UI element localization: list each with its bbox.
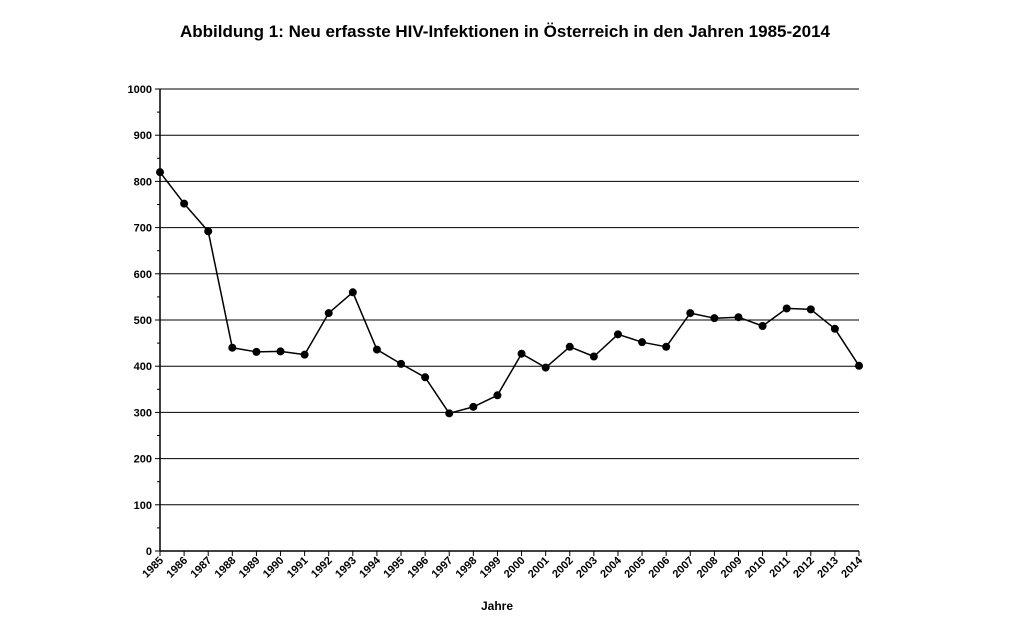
y-tick-label-200: 200 [134, 454, 152, 466]
series-layer [156, 168, 863, 418]
data-point-2002 [565, 342, 574, 351]
data-point-1999 [493, 391, 502, 400]
gridlines [160, 88, 859, 506]
y-tick-label-600: 600 [134, 269, 152, 281]
y-tick-label-0: 0 [146, 546, 152, 558]
x-tick-label-1993: 1993 [333, 555, 359, 581]
x-tick-label-2003: 2003 [574, 555, 600, 581]
data-point-2008 [710, 314, 719, 323]
x-tick-label-1987: 1987 [189, 555, 215, 581]
y-axis-ticks: 0 100 200 300 400 500 600 700 800 900 1000 [128, 84, 160, 558]
data-point-1994 [372, 345, 381, 354]
x-tick-label-2004: 2004 [598, 554, 624, 580]
x-tick-label-1998: 1998 [454, 555, 480, 581]
chart-title: Abbildung 1: Neu erfasste HIV-Infektione… [180, 22, 830, 41]
data-point-1988 [228, 343, 237, 352]
x-tick-label-2010: 2010 [743, 555, 769, 581]
x-tick-label-2012: 2012 [791, 555, 817, 581]
x-axis-ticks: 1985198619871988198919901991199219931994… [140, 551, 866, 581]
data-point-1986 [180, 199, 189, 208]
x-axis-label: Jahre [481, 599, 513, 613]
x-tick-label-1994: 1994 [357, 554, 383, 580]
data-point-2009 [734, 313, 743, 322]
data-point-2000 [517, 349, 526, 358]
x-tick-label-2007: 2007 [671, 555, 697, 581]
x-tick-label-2000: 2000 [502, 555, 528, 581]
data-point-2006 [662, 342, 671, 351]
data-point-1998 [469, 402, 478, 411]
data-point-1997 [445, 409, 454, 418]
y-tick-label-700: 700 [134, 223, 152, 235]
x-tick-label-2006: 2006 [646, 555, 672, 581]
data-point-2011 [782, 304, 791, 313]
data-point-2007 [686, 309, 695, 318]
x-tick-label-1989: 1989 [237, 555, 263, 581]
data-point-1989 [252, 347, 261, 356]
x-tick-label-1988: 1988 [213, 555, 239, 581]
x-tick-label-1985: 1985 [140, 555, 166, 581]
y-tick-label-1000: 1000 [128, 84, 152, 96]
data-point-1996 [421, 373, 430, 382]
data-point-2010 [758, 322, 767, 331]
x-tick-label-1999: 1999 [478, 555, 504, 581]
data-point-1990 [276, 347, 285, 356]
series-line [159, 171, 860, 415]
y-tick-label-400: 400 [134, 361, 152, 373]
data-point-2014 [855, 361, 863, 370]
x-tick-label-2001: 2001 [526, 555, 552, 581]
x-tick-label-1992: 1992 [309, 555, 335, 581]
y-tick-label-800: 800 [134, 176, 152, 188]
data-point-1995 [397, 359, 406, 368]
x-tick-label-2005: 2005 [622, 555, 648, 581]
x-tick-label-2008: 2008 [695, 555, 721, 581]
x-tick-label-1991: 1991 [285, 555, 311, 581]
data-point-2001 [541, 363, 550, 372]
x-tick-label-1986: 1986 [164, 555, 190, 581]
data-point-2003 [589, 352, 598, 361]
x-tick-label-2009: 2009 [719, 555, 745, 581]
x-tick-label-1995: 1995 [381, 555, 407, 581]
y-tick-label-900: 900 [134, 130, 152, 142]
data-point-2013 [830, 324, 839, 333]
data-point-1993 [348, 288, 357, 297]
y-tick-label-300: 300 [134, 407, 152, 419]
data-point-2012 [806, 305, 815, 314]
data-point-1992 [324, 309, 333, 318]
x-tick-label-1997: 1997 [430, 555, 456, 581]
y-tick-label-100: 100 [134, 500, 152, 512]
data-point-1991 [300, 350, 309, 359]
x-tick-label-2002: 2002 [550, 555, 576, 581]
x-tick-label-2014: 2014 [839, 554, 865, 580]
data-point-1985 [156, 168, 164, 177]
x-tick-label-1990: 1990 [261, 555, 287, 581]
data-point-1987 [204, 227, 213, 236]
y-tick-label-500: 500 [134, 315, 152, 327]
x-tick-label-2011: 2011 [767, 555, 792, 580]
data-point-2005 [638, 338, 647, 347]
x-tick-label-1996: 1996 [405, 555, 431, 581]
x-tick-label-2013: 2013 [815, 555, 841, 581]
data-point-2004 [613, 330, 622, 339]
